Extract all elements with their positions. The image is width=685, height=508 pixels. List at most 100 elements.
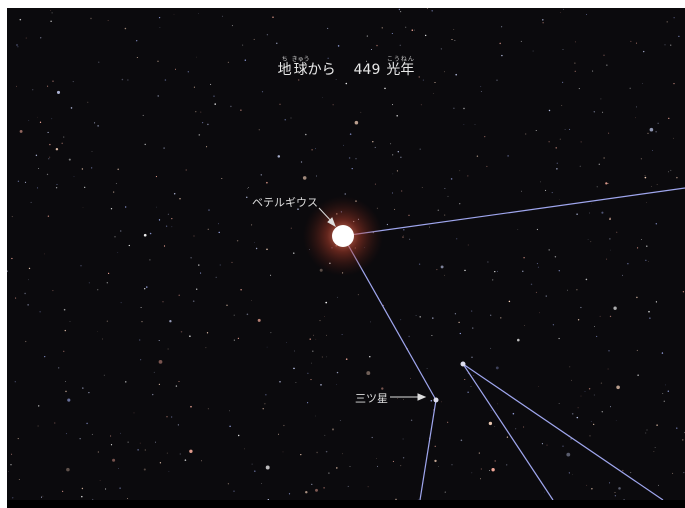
star	[572, 474, 573, 475]
star	[346, 83, 348, 85]
star	[390, 143, 391, 144]
star	[656, 424, 658, 426]
star	[630, 472, 631, 473]
star	[581, 141, 582, 142]
star	[588, 239, 589, 240]
star	[392, 33, 393, 34]
page: 地ち球きゅうから449光こう年ねん ベテルギウス 三ツ星 (() => { co…	[0, 0, 685, 508]
ruby: 地ち	[278, 62, 292, 78]
star	[48, 216, 49, 217]
star	[82, 168, 83, 169]
star	[179, 295, 180, 296]
star	[355, 121, 359, 125]
betelgeuse	[332, 225, 354, 247]
star	[283, 452, 284, 453]
star	[108, 20, 109, 21]
star	[576, 289, 577, 290]
star	[473, 375, 474, 376]
star	[392, 174, 393, 175]
star	[410, 378, 411, 379]
star	[672, 473, 673, 474]
star	[240, 289, 241, 290]
star	[368, 486, 369, 487]
star	[125, 206, 126, 207]
star	[615, 492, 616, 493]
star	[168, 214, 169, 215]
star	[279, 381, 281, 383]
star	[662, 352, 663, 353]
star-map	[7, 8, 685, 508]
star	[291, 228, 292, 229]
star	[38, 425, 39, 426]
star	[562, 82, 563, 83]
star	[600, 316, 601, 317]
star	[220, 265, 221, 266]
star	[569, 129, 570, 130]
star	[509, 301, 511, 303]
star	[39, 311, 40, 312]
star	[218, 223, 219, 224]
star	[467, 175, 468, 176]
star	[636, 106, 637, 107]
star	[15, 298, 16, 299]
star	[201, 460, 202, 461]
star	[445, 491, 446, 492]
star	[322, 97, 323, 98]
star	[65, 391, 67, 393]
star	[232, 25, 233, 26]
star	[447, 422, 448, 423]
star	[458, 322, 459, 323]
star	[538, 386, 539, 387]
star	[278, 434, 279, 435]
star	[41, 497, 42, 498]
star	[242, 45, 243, 46]
star	[645, 432, 646, 433]
star	[52, 81, 53, 82]
star	[233, 490, 235, 492]
star	[146, 286, 147, 287]
star	[607, 183, 608, 184]
star	[36, 155, 37, 156]
star	[320, 320, 321, 321]
belt-star	[461, 362, 466, 367]
star	[647, 133, 648, 134]
star	[156, 176, 157, 177]
star	[70, 321, 71, 322]
star	[104, 375, 105, 376]
star	[589, 388, 590, 389]
star	[441, 401, 442, 402]
star	[120, 433, 121, 434]
star	[676, 177, 678, 179]
star	[163, 147, 164, 148]
star	[97, 331, 98, 332]
star	[427, 368, 428, 369]
star	[496, 367, 499, 370]
star	[17, 46, 18, 47]
star	[129, 245, 130, 246]
star	[517, 229, 518, 230]
star	[552, 192, 553, 193]
star	[251, 300, 252, 301]
star	[631, 41, 632, 42]
star	[674, 17, 675, 18]
star	[336, 79, 337, 80]
star	[144, 468, 146, 470]
star	[372, 437, 373, 438]
star	[556, 147, 557, 148]
star	[267, 347, 268, 348]
star	[82, 488, 83, 489]
star	[293, 252, 294, 253]
star	[44, 356, 45, 357]
star	[58, 367, 59, 368]
star	[438, 209, 440, 211]
star	[234, 315, 235, 316]
star	[600, 98, 601, 99]
star	[636, 297, 638, 299]
star	[244, 448, 245, 449]
star	[66, 468, 70, 472]
star	[494, 460, 495, 461]
star	[569, 472, 570, 473]
star	[571, 380, 572, 381]
star	[475, 124, 476, 125]
star	[348, 486, 349, 487]
